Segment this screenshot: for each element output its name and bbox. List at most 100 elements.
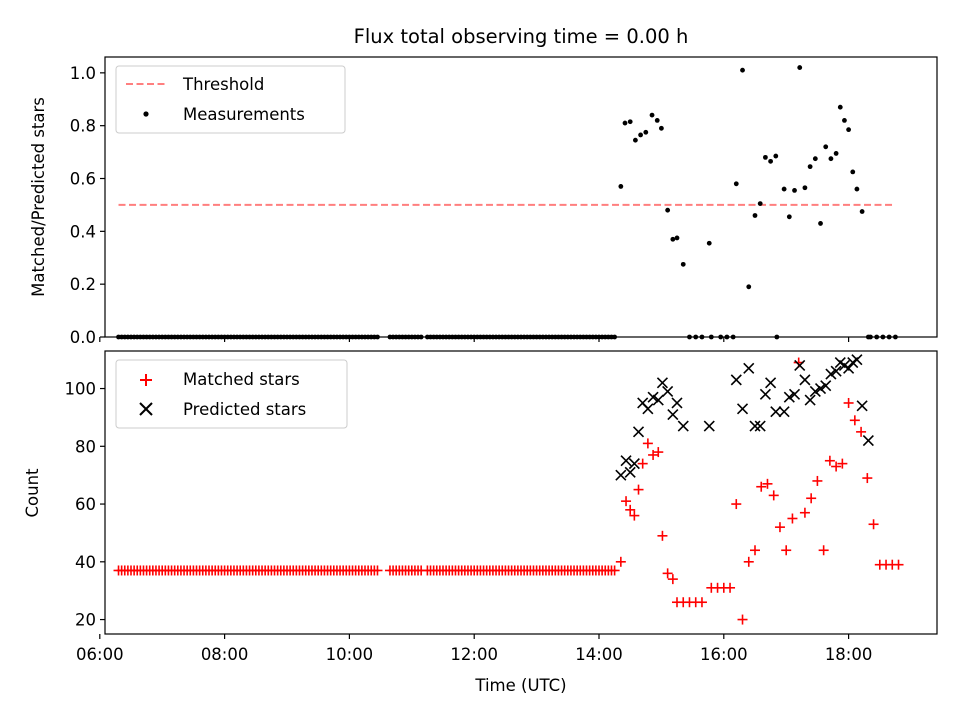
predicted-star-point (642, 403, 654, 415)
predicted-star-point (820, 380, 832, 392)
predicted-star-point (656, 377, 669, 389)
legend-predicted-label: Predicted stars (183, 400, 306, 419)
bottom-y-tick-label: 100 (65, 380, 97, 399)
predicted-star-point (851, 354, 863, 366)
measurement-point (797, 65, 803, 70)
legend-matched-label: Matched stars (183, 370, 300, 389)
bottom-y-tick-label: 80 (75, 437, 96, 456)
measurement-point (757, 201, 763, 207)
predicted-star-point (809, 385, 821, 397)
bottom-plot-frame (104, 350, 938, 635)
predicted-star-point (736, 403, 749, 415)
measurement-point (733, 181, 739, 187)
measurement-point (654, 117, 660, 123)
matched-star-point (609, 565, 620, 576)
measurement-point (622, 120, 628, 126)
measurement-point (627, 119, 633, 125)
bottom-x-tick-label: 12:00 (450, 645, 498, 664)
measurement-point (773, 153, 779, 159)
measurement-point (746, 284, 752, 290)
top-y-tick-label: 1.0 (70, 64, 96, 83)
predicted-star-point (770, 406, 782, 418)
predicted-star-point (620, 455, 632, 467)
matched-star-point (725, 582, 736, 593)
top-y-tick-label: 0.0 (70, 328, 96, 347)
predicted-star-point (799, 374, 811, 386)
measurement-point (807, 164, 813, 170)
bottom-legend-box (115, 359, 348, 429)
predicted-star-point (730, 374, 742, 386)
matched-star-point (633, 484, 644, 495)
measurement-point (850, 169, 856, 175)
matched-star-point (743, 556, 754, 567)
legend-measurements-swatch (143, 111, 149, 117)
matched-star-point (653, 447, 664, 458)
bottom-y-axis-label: Count (23, 468, 42, 518)
matched-star-point (849, 415, 860, 426)
measurement-point (781, 186, 787, 192)
bottom-legend: Matched stars Predicted stars (115, 359, 348, 429)
matched-star-point (831, 461, 842, 472)
measurement-point (802, 185, 808, 191)
bottom-x-tick-label: 14:00 (575, 645, 623, 664)
predicted-star-point (814, 382, 827, 395)
predicted-star-point (624, 466, 636, 478)
measurement-point (638, 132, 643, 138)
matched-star-point (662, 568, 673, 579)
measurement-point (837, 104, 843, 110)
matched-star-point (648, 449, 659, 460)
matched-star-point (750, 545, 760, 556)
matched-star-point (781, 545, 792, 556)
matched-star-point (642, 438, 653, 449)
predicted-star-point (843, 362, 855, 374)
matched-star-point (372, 565, 383, 576)
predicted-star-point (830, 365, 842, 377)
measurement-point (763, 154, 768, 160)
predicted-star-point (667, 408, 679, 421)
predicted-star-point (647, 391, 659, 403)
predicted-star-point (671, 397, 683, 409)
predicted-star-point (703, 420, 715, 432)
legend-measurements-label: Measurements (183, 105, 305, 124)
predicted-star-point (765, 377, 777, 389)
top-y-tick-label: 0.6 (70, 170, 96, 189)
measurement-point (786, 214, 792, 220)
measurement-point (665, 207, 671, 213)
top-plot-frame (104, 56, 938, 338)
matched-star-point (818, 545, 829, 556)
measurement-point (792, 187, 797, 193)
bottom-y-tick-label: 20 (75, 611, 96, 630)
matched-star-point (824, 455, 835, 466)
measurement-point (618, 184, 624, 189)
matched-star-point (862, 473, 873, 484)
bottom-x-tick-label: 16:00 (700, 645, 748, 664)
matched-star-point (762, 478, 773, 489)
measurement-point (846, 127, 851, 133)
predicted-star-point (804, 394, 816, 406)
top-y-axis-label: Matched/Predicted stars (29, 97, 48, 297)
measurement-point (818, 221, 823, 226)
measurement-point (812, 156, 818, 162)
predicted-star-point (794, 359, 806, 372)
measurement-point (859, 209, 865, 214)
measurement-point (670, 236, 676, 242)
bottom-y-tick-label: 40 (75, 553, 96, 572)
matched-star-point (657, 530, 668, 541)
predicted-star-point (856, 400, 868, 412)
matched-star-point (731, 499, 742, 510)
measurement-point (854, 186, 860, 192)
top-y-tick-label: 0.4 (70, 222, 96, 241)
measurement-point (706, 240, 712, 246)
predicted-star-point (749, 420, 761, 432)
measurement-point (674, 235, 680, 241)
matched-star-point (621, 496, 632, 507)
predicted-star-point (628, 458, 640, 470)
predicted-star-point (754, 420, 766, 432)
matched-star-point (787, 513, 798, 524)
matched-star-point (629, 510, 640, 521)
matched-star-point (843, 397, 854, 408)
matched-star-point (737, 614, 748, 625)
matched-star-point (812, 475, 823, 486)
measurement-point (649, 112, 655, 118)
